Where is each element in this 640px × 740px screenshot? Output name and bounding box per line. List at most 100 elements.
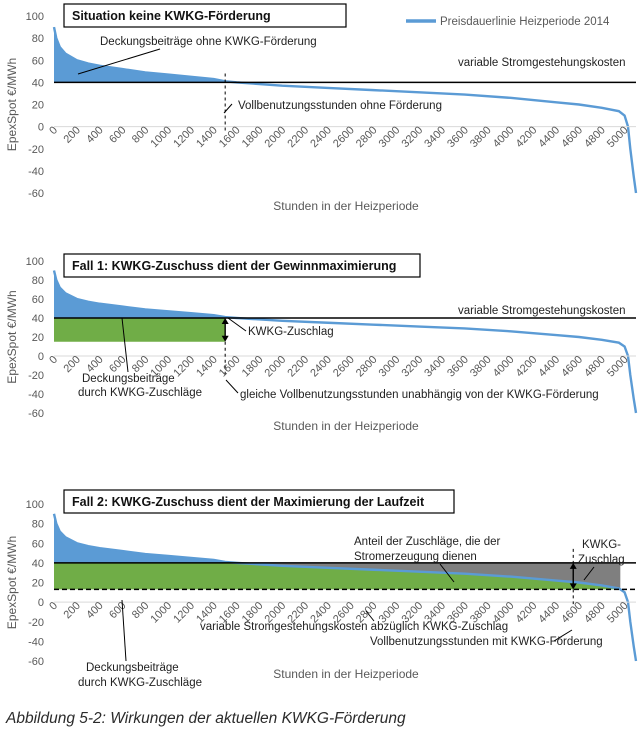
x-tick-label: 2200 [285, 354, 311, 380]
x-tick-label: 4000 [491, 354, 517, 380]
area-above-cost [54, 513, 237, 563]
x-tick-label: 5000 [605, 124, 631, 150]
x-tick-label: 2200 [285, 124, 311, 150]
x-tick-label: 2000 [263, 354, 289, 380]
x-tick-label: 4800 [582, 354, 608, 380]
x-tick-label: 1200 [171, 600, 197, 626]
y-tick-label: 80 [32, 519, 44, 531]
x-tick-label: 200 [61, 600, 82, 621]
y-tick-label: 100 [26, 11, 44, 23]
price-duration-curve [52, 26, 638, 194]
panel-2-title-box [63, 253, 421, 278]
y-tick-label: 0 [38, 351, 44, 363]
annotation-anteil-line2: Stromerzeugung dienen [354, 551, 477, 563]
y-tick-label: -40 [28, 389, 44, 401]
annotation-deckungsbeitraege: Deckungsbeiträge ohne KWKG-Förderung [100, 36, 317, 48]
x-axis-label: Stunden in der Heizperiode [273, 667, 419, 681]
y-tick-label: 100 [26, 256, 44, 268]
x-tick-label: 3200 [399, 124, 425, 150]
y-tick-label: -20 [28, 144, 44, 156]
annotation-deckungsbeitraege-leader [121, 317, 129, 373]
x-tick-label: 1000 [148, 600, 174, 626]
x-tick-label: 3400 [422, 124, 448, 150]
annotation-anteil-leader [439, 563, 455, 583]
annotation-kwkg-zuschlag: KWKG-Zuschlag [248, 326, 334, 338]
x-tick-label: 4200 [514, 354, 540, 380]
x-tick-label: 1200 [171, 124, 197, 150]
annotation-gleiche-vollbenutzungsstunden: gleiche Vollbenutzungsstunden unabhängig… [240, 389, 599, 401]
x-tick-label: 1200 [171, 354, 197, 380]
x-tick-label: 4400 [536, 124, 562, 150]
annotation-stromgestehungskosten: variable Stromgestehungskosten [458, 305, 626, 317]
y-axis-label: EpexSpot €/MWh [5, 290, 19, 383]
green-band [54, 318, 226, 342]
price-duration-curve [52, 270, 638, 414]
annotation-anteil-line1: Anteil der Zuschläge, die der [354, 536, 501, 548]
panel-1-title-box [63, 3, 347, 28]
x-tick-label: 4400 [536, 600, 562, 626]
annotation-kwkg-zuschlag-line1: KWKG- [582, 539, 621, 551]
x-tick-label: 400 [84, 354, 105, 375]
x-tick-label: 1000 [148, 124, 174, 150]
y-axis-label: EpexSpot €/MWh [5, 58, 19, 151]
x-tick-label: 600 [107, 600, 128, 621]
x-tick-label: 4000 [491, 124, 517, 150]
x-tick-label: 4200 [514, 124, 540, 150]
annotation-stromgestehungskosten-abzueglich-leader [365, 610, 375, 622]
annotation-stromgestehungskosten-abzueglich: variable Stromgestehungskosten abzüglich… [200, 621, 508, 633]
panel-3-title-box [63, 489, 455, 514]
annotation-vollbenutzungsstunden: Vollbenutzungsstunden ohne Förderung [238, 100, 442, 112]
x-tick-label: 4400 [536, 354, 562, 380]
y-tick-label: -40 [28, 166, 44, 178]
gray-region [236, 562, 621, 590]
annotation-kwkg-zuschlag-line2: Zuschlag [578, 554, 625, 566]
x-axis-label: Stunden in der Heizperiode [273, 419, 419, 433]
x-tick-label: 2800 [354, 124, 380, 150]
y-tick-label: 40 [32, 77, 44, 89]
x-tick-label: 200 [61, 354, 82, 375]
x-tick-label: 1400 [194, 124, 220, 150]
x-tick-label: 1600 [217, 124, 243, 150]
area-above-cost [54, 270, 237, 318]
x-tick-label: 3800 [468, 354, 494, 380]
x-tick-label: 3000 [377, 124, 403, 150]
figure-caption: Abbildung 5-2: Wirkungen der aktuellen K… [6, 710, 406, 727]
arrow-head-down [569, 583, 577, 590]
x-axis-label: Stunden in der Heizperiode [273, 199, 419, 213]
x-tick-label: 2600 [331, 124, 357, 150]
annotation-gleiche-vollbenutzungsstunden-leader [225, 379, 239, 394]
y-tick-label: -60 [28, 656, 44, 668]
x-tick-label: 2600 [331, 354, 357, 380]
annotation-vollbenutzungsstunden-mit: Vollbenutzungsstunden mit KWKG-Förderung [370, 636, 603, 648]
panel-1-title: Situation keine KWKG-Förderung [72, 9, 271, 23]
y-axis-label: EpexSpot €/MWh [5, 536, 19, 629]
x-tick-label: 600 [107, 354, 128, 375]
x-tick-label: 400 [84, 124, 105, 145]
x-tick-label: 3600 [445, 124, 471, 150]
panel-3-title: Fall 2: KWKG-Zuschuss dient der Maximier… [72, 495, 425, 509]
annotation-kwkg-zuschlag-leader [227, 317, 247, 332]
y-tick-label: 0 [38, 122, 44, 134]
x-tick-label: 2800 [354, 354, 380, 380]
annotation-deckungsbeitraege-line1: Deckungsbeiträge [86, 662, 179, 674]
annotation-deckungsbeitraege-line2: durch KWKG-Zuschläge [78, 677, 202, 689]
legend-label: Preisdauerlinie Heizperiode 2014 [440, 16, 610, 28]
x-tick-label: 5000 [605, 600, 631, 626]
y-tick-label: -40 [28, 636, 44, 648]
x-tick-label: 1400 [194, 354, 220, 380]
x-tick-label: 4800 [582, 600, 608, 626]
y-tick-label: -60 [28, 408, 44, 420]
x-tick-label: 2400 [308, 354, 334, 380]
annotation-vollbenutzungsstunden-leader [223, 103, 233, 114]
green-band [54, 562, 621, 590]
y-tick-label: 60 [32, 294, 44, 306]
panel-2-title: Fall 1: KWKG-Zuschuss dient der Gewinnma… [72, 259, 396, 273]
y-tick-label: 20 [32, 578, 44, 590]
annotation-kwkg-zuschlag-leader [583, 566, 595, 581]
x-tick-label: 3800 [468, 124, 494, 150]
x-tick-label: 4600 [559, 354, 585, 380]
y-tick-label: 20 [32, 100, 44, 112]
